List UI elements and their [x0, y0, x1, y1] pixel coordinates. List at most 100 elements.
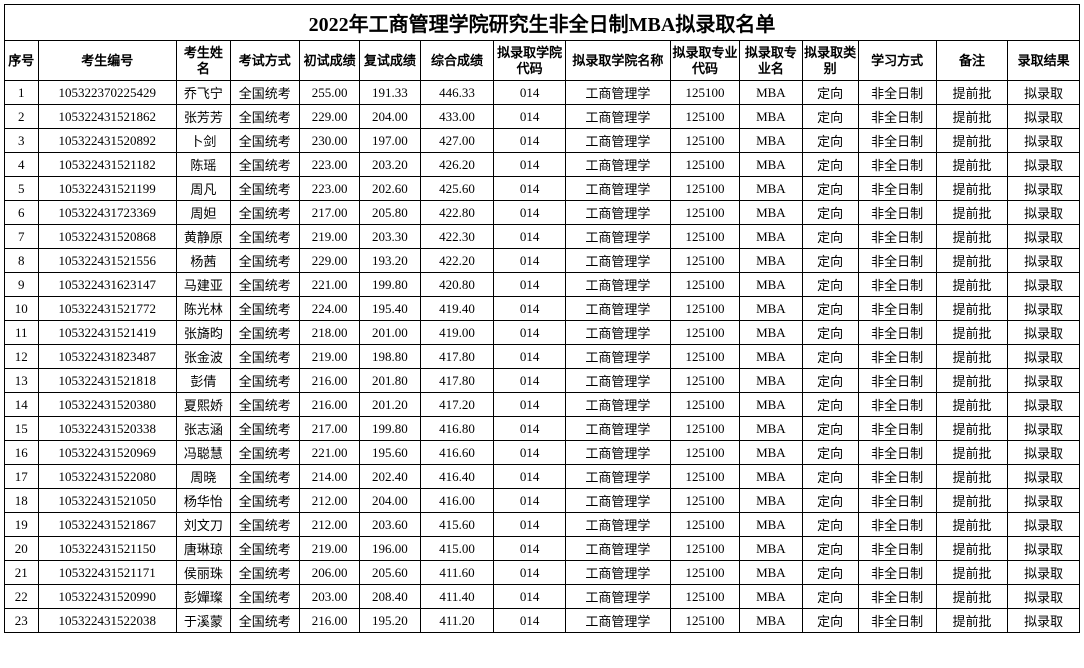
table-cell: 拟录取 — [1008, 369, 1080, 393]
table-cell: 全国统考 — [230, 129, 299, 153]
table-cell: 全国统考 — [230, 489, 299, 513]
table-cell: 125100 — [670, 393, 739, 417]
table-cell: MBA — [740, 177, 803, 201]
table-cell: 非全日制 — [858, 153, 936, 177]
table-cell: 工商管理学 — [565, 393, 670, 417]
table-cell: 彭倩 — [177, 369, 231, 393]
table-cell: 014 — [494, 465, 566, 489]
table-cell: 229.00 — [299, 249, 359, 273]
table-cell: 于溪蒙 — [177, 609, 231, 633]
table-cell: 定向 — [802, 177, 858, 201]
table-cell: 191.33 — [360, 81, 420, 105]
table-cell: 125100 — [670, 153, 739, 177]
table-cell: 216.00 — [299, 609, 359, 633]
col-cat: 拟录取类别 — [802, 41, 858, 81]
table-cell: 拟录取 — [1008, 561, 1080, 585]
table-body: 1105322370225429乔飞宁全国统考255.00191.33446.3… — [5, 81, 1080, 633]
table-cell: 拟录取 — [1008, 513, 1080, 537]
table-cell: 全国统考 — [230, 393, 299, 417]
table-cell: 014 — [494, 441, 566, 465]
table-cell: 125100 — [670, 513, 739, 537]
table-cell: 定向 — [802, 513, 858, 537]
table-cell: 105322431521150 — [38, 537, 177, 561]
table-cell: 提前批 — [936, 609, 1008, 633]
table-cell: 非全日制 — [858, 465, 936, 489]
table-cell: 全国统考 — [230, 153, 299, 177]
table-cell: 拟录取 — [1008, 321, 1080, 345]
table-cell: 19 — [5, 513, 39, 537]
table-cell: 提前批 — [936, 105, 1008, 129]
table-cell: 张金波 — [177, 345, 231, 369]
table-cell: 105322370225429 — [38, 81, 177, 105]
table-cell: 工商管理学 — [565, 585, 670, 609]
table-cell: MBA — [740, 321, 803, 345]
table-row: 16105322431520969冯聪慧全国统考221.00195.60416.… — [5, 441, 1080, 465]
table-cell: 工商管理学 — [565, 489, 670, 513]
table-cell: 22 — [5, 585, 39, 609]
table-cell: 提前批 — [936, 585, 1008, 609]
table-row: 23105322431522038于溪蒙全国统考216.00195.20411.… — [5, 609, 1080, 633]
table-cell: 张旖昀 — [177, 321, 231, 345]
table-cell: MBA — [740, 273, 803, 297]
admission-table: 2022年工商管理学院研究生非全日制MBA拟录取名单 序号 考生编号 考生姓名 … — [4, 4, 1080, 633]
table-cell: 014 — [494, 297, 566, 321]
table-cell: 105322431520969 — [38, 441, 177, 465]
table-cell: 14 — [5, 393, 39, 417]
table-cell: 工商管理学 — [565, 129, 670, 153]
table-cell: 定向 — [802, 393, 858, 417]
col-s1: 初试成绩 — [299, 41, 359, 81]
table-cell: 18 — [5, 489, 39, 513]
table-cell: MBA — [740, 489, 803, 513]
table-cell: 提前批 — [936, 561, 1008, 585]
table-cell: 201.20 — [360, 393, 420, 417]
table-cell: 223.00 — [299, 153, 359, 177]
table-cell: MBA — [740, 249, 803, 273]
table-cell: MBA — [740, 105, 803, 129]
table-cell: 拟录取 — [1008, 417, 1080, 441]
table-row: 17105322431522080周晓全国统考214.00202.40416.4… — [5, 465, 1080, 489]
table-cell: 提前批 — [936, 513, 1008, 537]
table-row: 14105322431520380夏熙娇全国统考216.00201.20417.… — [5, 393, 1080, 417]
table-cell: 105322431521772 — [38, 297, 177, 321]
table-cell: MBA — [740, 561, 803, 585]
table-cell: 定向 — [802, 321, 858, 345]
table-cell: 125100 — [670, 369, 739, 393]
table-cell: 提前批 — [936, 465, 1008, 489]
table-cell: 014 — [494, 321, 566, 345]
table-cell: 422.80 — [420, 201, 494, 225]
table-row: 19105322431521867刘文刀全国统考212.00203.60415.… — [5, 513, 1080, 537]
table-cell: 417.80 — [420, 369, 494, 393]
table-cell: 10 — [5, 297, 39, 321]
table-cell: 203.60 — [360, 513, 420, 537]
table-cell: 乔飞宁 — [177, 81, 231, 105]
table-cell: 105322431521867 — [38, 513, 177, 537]
table-cell: 125100 — [670, 489, 739, 513]
table-cell: 417.20 — [420, 393, 494, 417]
table-cell: 工商管理学 — [565, 369, 670, 393]
table-cell: 夏熙娇 — [177, 393, 231, 417]
table-cell: 提前批 — [936, 321, 1008, 345]
table-cell: 定向 — [802, 297, 858, 321]
table-row: 5105322431521199周凡全国统考223.00202.60425.60… — [5, 177, 1080, 201]
col-s3: 综合成绩 — [420, 41, 494, 81]
table-cell: 拟录取 — [1008, 81, 1080, 105]
table-cell: 非全日制 — [858, 345, 936, 369]
table-cell: 125100 — [670, 609, 739, 633]
table-cell: 定向 — [802, 153, 858, 177]
table-cell: 定向 — [802, 201, 858, 225]
table-cell: 工商管理学 — [565, 201, 670, 225]
table-cell: 416.40 — [420, 465, 494, 489]
table-cell: 014 — [494, 249, 566, 273]
table-cell: 拟录取 — [1008, 153, 1080, 177]
table-cell: MBA — [740, 513, 803, 537]
table-cell: 105322431520868 — [38, 225, 177, 249]
table-cell: 唐琳琼 — [177, 537, 231, 561]
table-cell: 125100 — [670, 225, 739, 249]
table-cell: 全国统考 — [230, 585, 299, 609]
table-cell: 全国统考 — [230, 369, 299, 393]
table-cell: 193.20 — [360, 249, 420, 273]
table-cell: 全国统考 — [230, 465, 299, 489]
table-cell: 13 — [5, 369, 39, 393]
table-cell: 15 — [5, 417, 39, 441]
table-cell: 定向 — [802, 417, 858, 441]
